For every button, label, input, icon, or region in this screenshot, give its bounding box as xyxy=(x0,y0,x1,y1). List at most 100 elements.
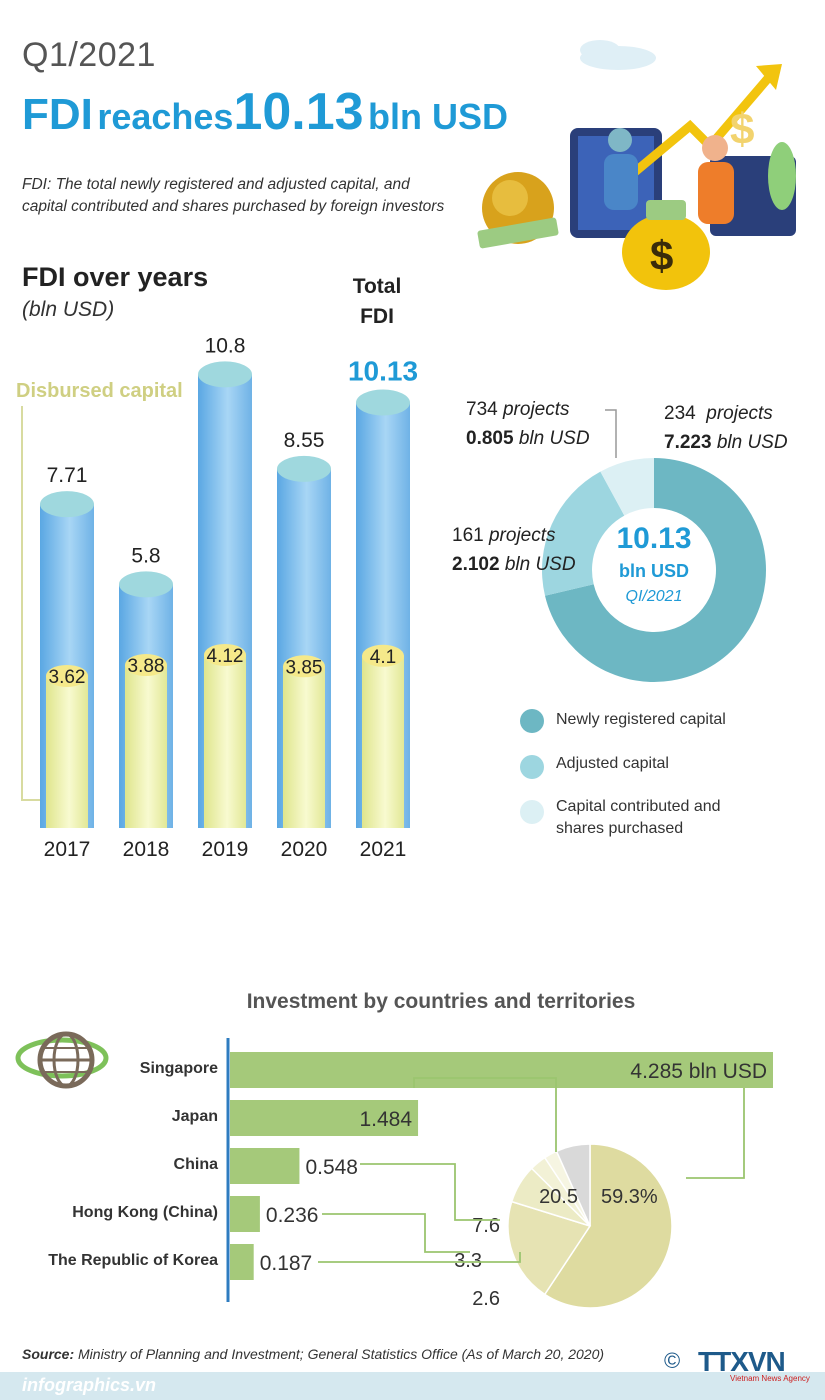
donut-leader-line xyxy=(605,409,617,458)
disbursed-value-label-2017: 3.62 xyxy=(49,667,86,688)
total-label-line2: FDI xyxy=(360,305,394,328)
legend-swatch-adjusted xyxy=(520,755,544,779)
country-pie-label-4: 2.6 xyxy=(472,1288,500,1310)
disbursed-bar-2020 xyxy=(283,666,325,828)
country-pie-slice-1 xyxy=(507,1200,592,1296)
donut-label-adjusted: 161 projects 2.102 bln USD xyxy=(452,521,576,579)
svg-text:$: $ xyxy=(730,105,754,154)
contributed-unit: bln USD xyxy=(518,428,590,449)
country-leader-line-1 xyxy=(413,1077,557,1152)
source-label: Source: xyxy=(22,1346,75,1362)
site-link[interactable]: infographics.vn xyxy=(22,1375,157,1395)
country-value-3: 0.236 xyxy=(266,1204,319,1227)
growth-arrow-icon xyxy=(627,64,782,180)
disbursed-bar-cap-2021 xyxy=(362,644,404,667)
disbursed-bar-cap-2020 xyxy=(283,655,325,678)
legend-text-contributed-2: shares purchased xyxy=(556,820,684,837)
country-bar-2 xyxy=(230,1148,300,1184)
disbursed-bar-cap-2019 xyxy=(204,643,246,666)
year-label-2017: 2017 xyxy=(44,838,91,861)
section-title-countries: Investment by countries and territories xyxy=(246,990,636,1013)
globe-icon xyxy=(477,172,559,249)
total-value-label-2017: 7.71 xyxy=(47,464,88,487)
country-value-0: 4.285 bln USD xyxy=(630,1060,767,1083)
disbursed-capital-label: Disbursed capital xyxy=(16,380,183,402)
total-value-label-2019: 10.8 xyxy=(205,334,246,357)
title-value: 10.13 xyxy=(233,83,364,141)
cloud-icon xyxy=(580,40,656,70)
fdi-cylinder-chart: 7.71 3.62 2017 5.8 3.88 2018 10.8 4.12 2019 8.55 3… xyxy=(21,334,418,861)
disbursed-value-label-2018: 3.88 xyxy=(128,656,165,677)
svg-text:$: $ xyxy=(650,232,673,279)
disbursed-bar-2017 xyxy=(46,675,88,828)
ttxvn-logo-subtitle: Vietnam News Agency xyxy=(730,1374,810,1383)
title-prefix: FDI xyxy=(22,90,93,139)
country-leader-line-0 xyxy=(686,1088,745,1179)
legend-swatch-contributed xyxy=(520,800,544,824)
country-name-0: Singapore xyxy=(139,1060,218,1077)
dollar-sign-icon: $ xyxy=(730,105,754,154)
country-name-2: China xyxy=(173,1156,218,1173)
adjusted-projects-word: projects xyxy=(488,525,556,546)
donut-slice-0 xyxy=(545,458,766,682)
year-label-2019: 2019 xyxy=(202,838,249,861)
legend-text-newly: Newly registered capital xyxy=(556,711,726,728)
donut-center-period: QI/2021 xyxy=(625,588,683,605)
country-name-1: Japan xyxy=(171,1108,218,1125)
country-value-4: 0.187 xyxy=(260,1252,313,1275)
total-fdi-label: Total FDI xyxy=(330,272,424,332)
total-value-label-2020: 8.55 xyxy=(284,429,325,452)
country-pie-label-0: 59.3% xyxy=(601,1186,658,1208)
contributed-projects-count: 734 xyxy=(466,399,498,420)
ttxvn-logo: TTXVN xyxy=(698,1346,786,1377)
footer-bar xyxy=(0,1372,825,1400)
donut-slice-2 xyxy=(600,458,654,516)
country-value-2: 0.548 xyxy=(305,1156,358,1179)
legend-adjusted: Adjusted capital xyxy=(520,753,669,779)
contributed-projects-word: projects xyxy=(502,399,570,420)
newly-value: 7.223 xyxy=(664,432,712,453)
country-pie-label-3: 3.3 xyxy=(454,1250,482,1272)
country-leader-line-4 xyxy=(318,1252,521,1263)
country-bar-4 xyxy=(230,1244,254,1280)
country-bar-chart: 4.285 bln USD 1.484 0.548 0.236 0.187 59.3% 2… xyxy=(226,1038,773,1310)
adjusted-projects-count: 161 xyxy=(452,525,484,546)
adjusted-value: 2.102 xyxy=(452,554,500,575)
page-title: FDI reaches10.13 bln USD xyxy=(22,82,508,142)
donut-slice-1 xyxy=(542,471,625,596)
donut-center-unit: bln USD xyxy=(619,561,689,581)
plant-icon xyxy=(768,142,796,210)
disbursed-bar-cap-2018 xyxy=(125,654,167,677)
disbursed-value-label-2021: 4.1 xyxy=(370,647,396,668)
country-leader-line-3 xyxy=(322,1213,470,1253)
year-label-2021: 2021 xyxy=(360,838,407,861)
total-bar-cap-2020 xyxy=(277,455,331,482)
newly-projects-word: projects xyxy=(706,403,773,424)
country-bar-3 xyxy=(230,1196,260,1232)
section-unit: (bln USD) xyxy=(22,298,115,321)
copyright-icon: © xyxy=(664,1348,681,1373)
legend-newly: Newly registered capital xyxy=(520,709,726,733)
total-bar-cap-2021 xyxy=(356,389,410,416)
legend-text-contributed-1: Capital contributed and xyxy=(556,798,721,815)
country-pie-slice-0 xyxy=(543,1143,673,1309)
total-bar-cap-2018 xyxy=(119,571,173,598)
total-value-label-2018: 5.8 xyxy=(131,544,160,567)
year-label-2018: 2018 xyxy=(123,838,170,861)
disbursed-bar-2019 xyxy=(204,654,246,828)
country-name-4: The Republic of Korea xyxy=(48,1252,218,1269)
disbursed-bar-2018 xyxy=(125,665,167,828)
adjusted-unit: bln USD xyxy=(504,554,576,575)
country-bar-1 xyxy=(230,1100,419,1136)
donut-center-value: 10.13 xyxy=(616,522,692,555)
newly-projects-count: 234 xyxy=(664,403,696,424)
country-pie-label-2: 7.6 xyxy=(472,1215,500,1237)
total-bar-cap-2019 xyxy=(198,361,252,388)
legend-text-adjusted: Adjusted capital xyxy=(556,755,669,772)
year-label-2020: 2020 xyxy=(281,838,328,861)
period-label: Q1/2021 xyxy=(22,36,156,74)
business-illustration: $ $ xyxy=(477,40,796,290)
section-title-fdi-years: FDI over years xyxy=(22,262,209,292)
total-label-line1: Total xyxy=(352,275,402,298)
title-mid: reaches xyxy=(97,96,234,137)
